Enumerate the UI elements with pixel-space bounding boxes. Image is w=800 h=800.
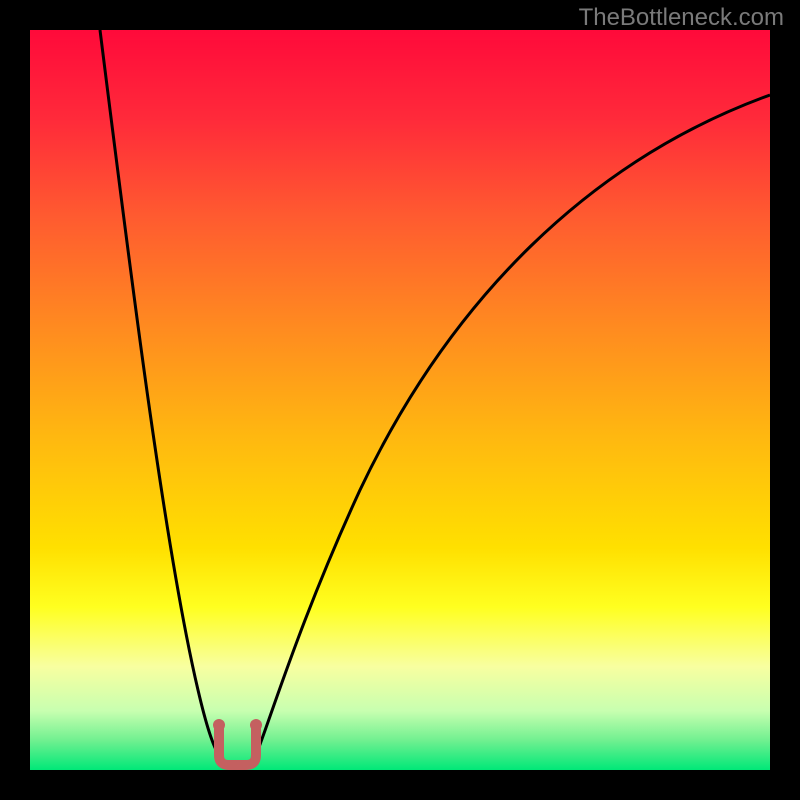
curve-left <box>100 30 219 755</box>
valley-dot-left <box>213 719 225 731</box>
chart-plot-area <box>30 30 770 770</box>
valley-dot-right <box>250 719 262 731</box>
chart-svg <box>30 30 770 770</box>
curve-right <box>256 95 770 755</box>
valley-u <box>219 725 256 765</box>
watermark-text: TheBottleneck.com <box>579 4 784 32</box>
